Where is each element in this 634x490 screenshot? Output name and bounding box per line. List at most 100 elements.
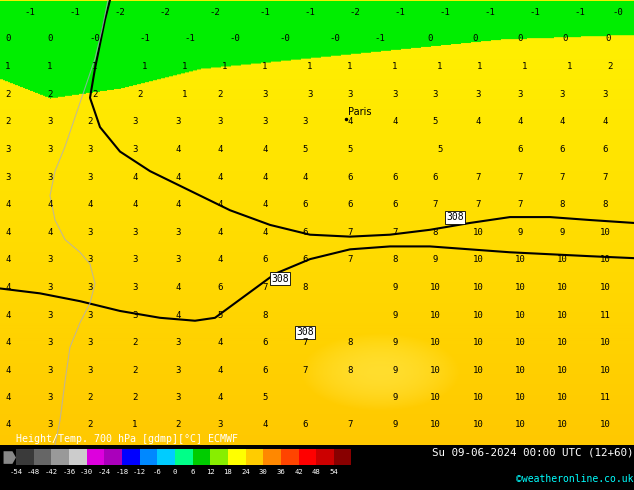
Text: 2: 2: [176, 420, 181, 429]
Text: 54: 54: [330, 469, 338, 475]
Text: 3: 3: [87, 366, 93, 375]
Text: -0: -0: [230, 34, 240, 43]
Text: 3: 3: [5, 145, 11, 154]
Bar: [193, 448, 210, 465]
Text: 4: 4: [5, 200, 11, 209]
Text: 3: 3: [176, 338, 181, 347]
Text: 4: 4: [517, 117, 522, 126]
Bar: [316, 448, 334, 465]
Text: -24: -24: [98, 469, 111, 475]
Text: 1: 1: [93, 62, 98, 71]
Text: 10: 10: [472, 366, 483, 375]
Text: 308: 308: [446, 212, 464, 222]
Text: 1: 1: [392, 62, 398, 71]
Text: 4: 4: [87, 200, 93, 209]
Text: 3: 3: [217, 420, 223, 429]
Text: 8: 8: [559, 200, 565, 209]
Text: 3: 3: [48, 283, 53, 292]
Text: 3: 3: [559, 90, 565, 99]
Text: 4: 4: [302, 173, 307, 182]
Text: 2: 2: [5, 90, 11, 99]
Text: 8: 8: [392, 255, 398, 264]
Text: 4: 4: [5, 228, 11, 237]
Text: -54: -54: [10, 469, 23, 475]
Text: 3: 3: [133, 283, 138, 292]
Text: 3: 3: [87, 338, 93, 347]
Text: -48: -48: [27, 469, 40, 475]
Text: 9: 9: [432, 255, 437, 264]
Text: 0: 0: [472, 34, 477, 43]
Text: 7: 7: [476, 173, 481, 182]
Text: 1: 1: [262, 62, 268, 71]
Text: 6: 6: [262, 338, 268, 347]
Text: 5: 5: [432, 117, 437, 126]
Text: 3: 3: [48, 420, 53, 429]
Text: 4: 4: [262, 145, 268, 154]
Text: 7: 7: [347, 420, 353, 429]
Bar: [210, 448, 228, 465]
Text: 7: 7: [602, 173, 607, 182]
Text: 3: 3: [87, 145, 93, 154]
Text: 3: 3: [87, 283, 93, 292]
Text: 4: 4: [5, 420, 11, 429]
Text: 10: 10: [557, 283, 567, 292]
Text: -1: -1: [139, 34, 150, 43]
Text: 6: 6: [347, 173, 353, 182]
Text: 7: 7: [392, 228, 398, 237]
Text: 11: 11: [600, 311, 611, 320]
Text: 3: 3: [87, 311, 93, 320]
Text: 5: 5: [437, 145, 443, 154]
Text: 10: 10: [515, 311, 526, 320]
Text: 10: 10: [430, 311, 441, 320]
Text: 3: 3: [517, 90, 522, 99]
Text: 4: 4: [5, 338, 11, 347]
Text: 1: 1: [48, 62, 53, 71]
Text: -1: -1: [304, 8, 315, 17]
Text: 10: 10: [557, 366, 567, 375]
Text: 3: 3: [432, 90, 437, 99]
Bar: [334, 448, 351, 465]
Text: 8: 8: [602, 200, 607, 209]
Text: 3: 3: [302, 117, 307, 126]
Text: 4: 4: [392, 117, 398, 126]
Text: 2: 2: [133, 338, 138, 347]
Text: -12: -12: [133, 469, 146, 475]
Text: 42: 42: [294, 469, 303, 475]
FancyArrow shape: [4, 451, 16, 464]
Text: 12: 12: [206, 469, 214, 475]
Text: 4: 4: [5, 311, 11, 320]
Text: -1: -1: [25, 8, 36, 17]
Text: 0: 0: [172, 469, 177, 475]
Text: 3: 3: [48, 117, 53, 126]
Text: 6: 6: [302, 200, 307, 209]
Text: 4: 4: [176, 311, 181, 320]
Text: 24: 24: [241, 469, 250, 475]
Text: 1: 1: [347, 62, 353, 71]
Text: -0: -0: [330, 34, 340, 43]
Text: -1: -1: [375, 34, 385, 43]
Text: -1: -1: [70, 8, 81, 17]
Text: 8: 8: [262, 311, 268, 320]
Text: 3: 3: [48, 145, 53, 154]
Text: 0: 0: [605, 34, 611, 43]
Text: -2: -2: [210, 8, 221, 17]
Text: 1: 1: [142, 62, 148, 71]
Text: 3: 3: [133, 117, 138, 126]
Text: 3: 3: [48, 173, 53, 182]
Text: 3: 3: [87, 255, 93, 264]
Text: 11: 11: [600, 393, 611, 402]
Text: 10: 10: [557, 420, 567, 429]
Text: -0: -0: [612, 8, 623, 17]
Text: 6: 6: [559, 145, 565, 154]
Text: Paris: Paris: [348, 107, 372, 117]
Text: 3: 3: [48, 255, 53, 264]
Text: 3: 3: [48, 366, 53, 375]
Text: 10: 10: [472, 228, 483, 237]
Text: 1: 1: [567, 62, 573, 71]
Text: 3: 3: [176, 228, 181, 237]
Text: 4: 4: [48, 200, 53, 209]
Text: 6: 6: [602, 145, 607, 154]
Text: -6: -6: [153, 469, 162, 475]
Text: 0: 0: [48, 34, 53, 43]
Text: 2: 2: [48, 90, 53, 99]
